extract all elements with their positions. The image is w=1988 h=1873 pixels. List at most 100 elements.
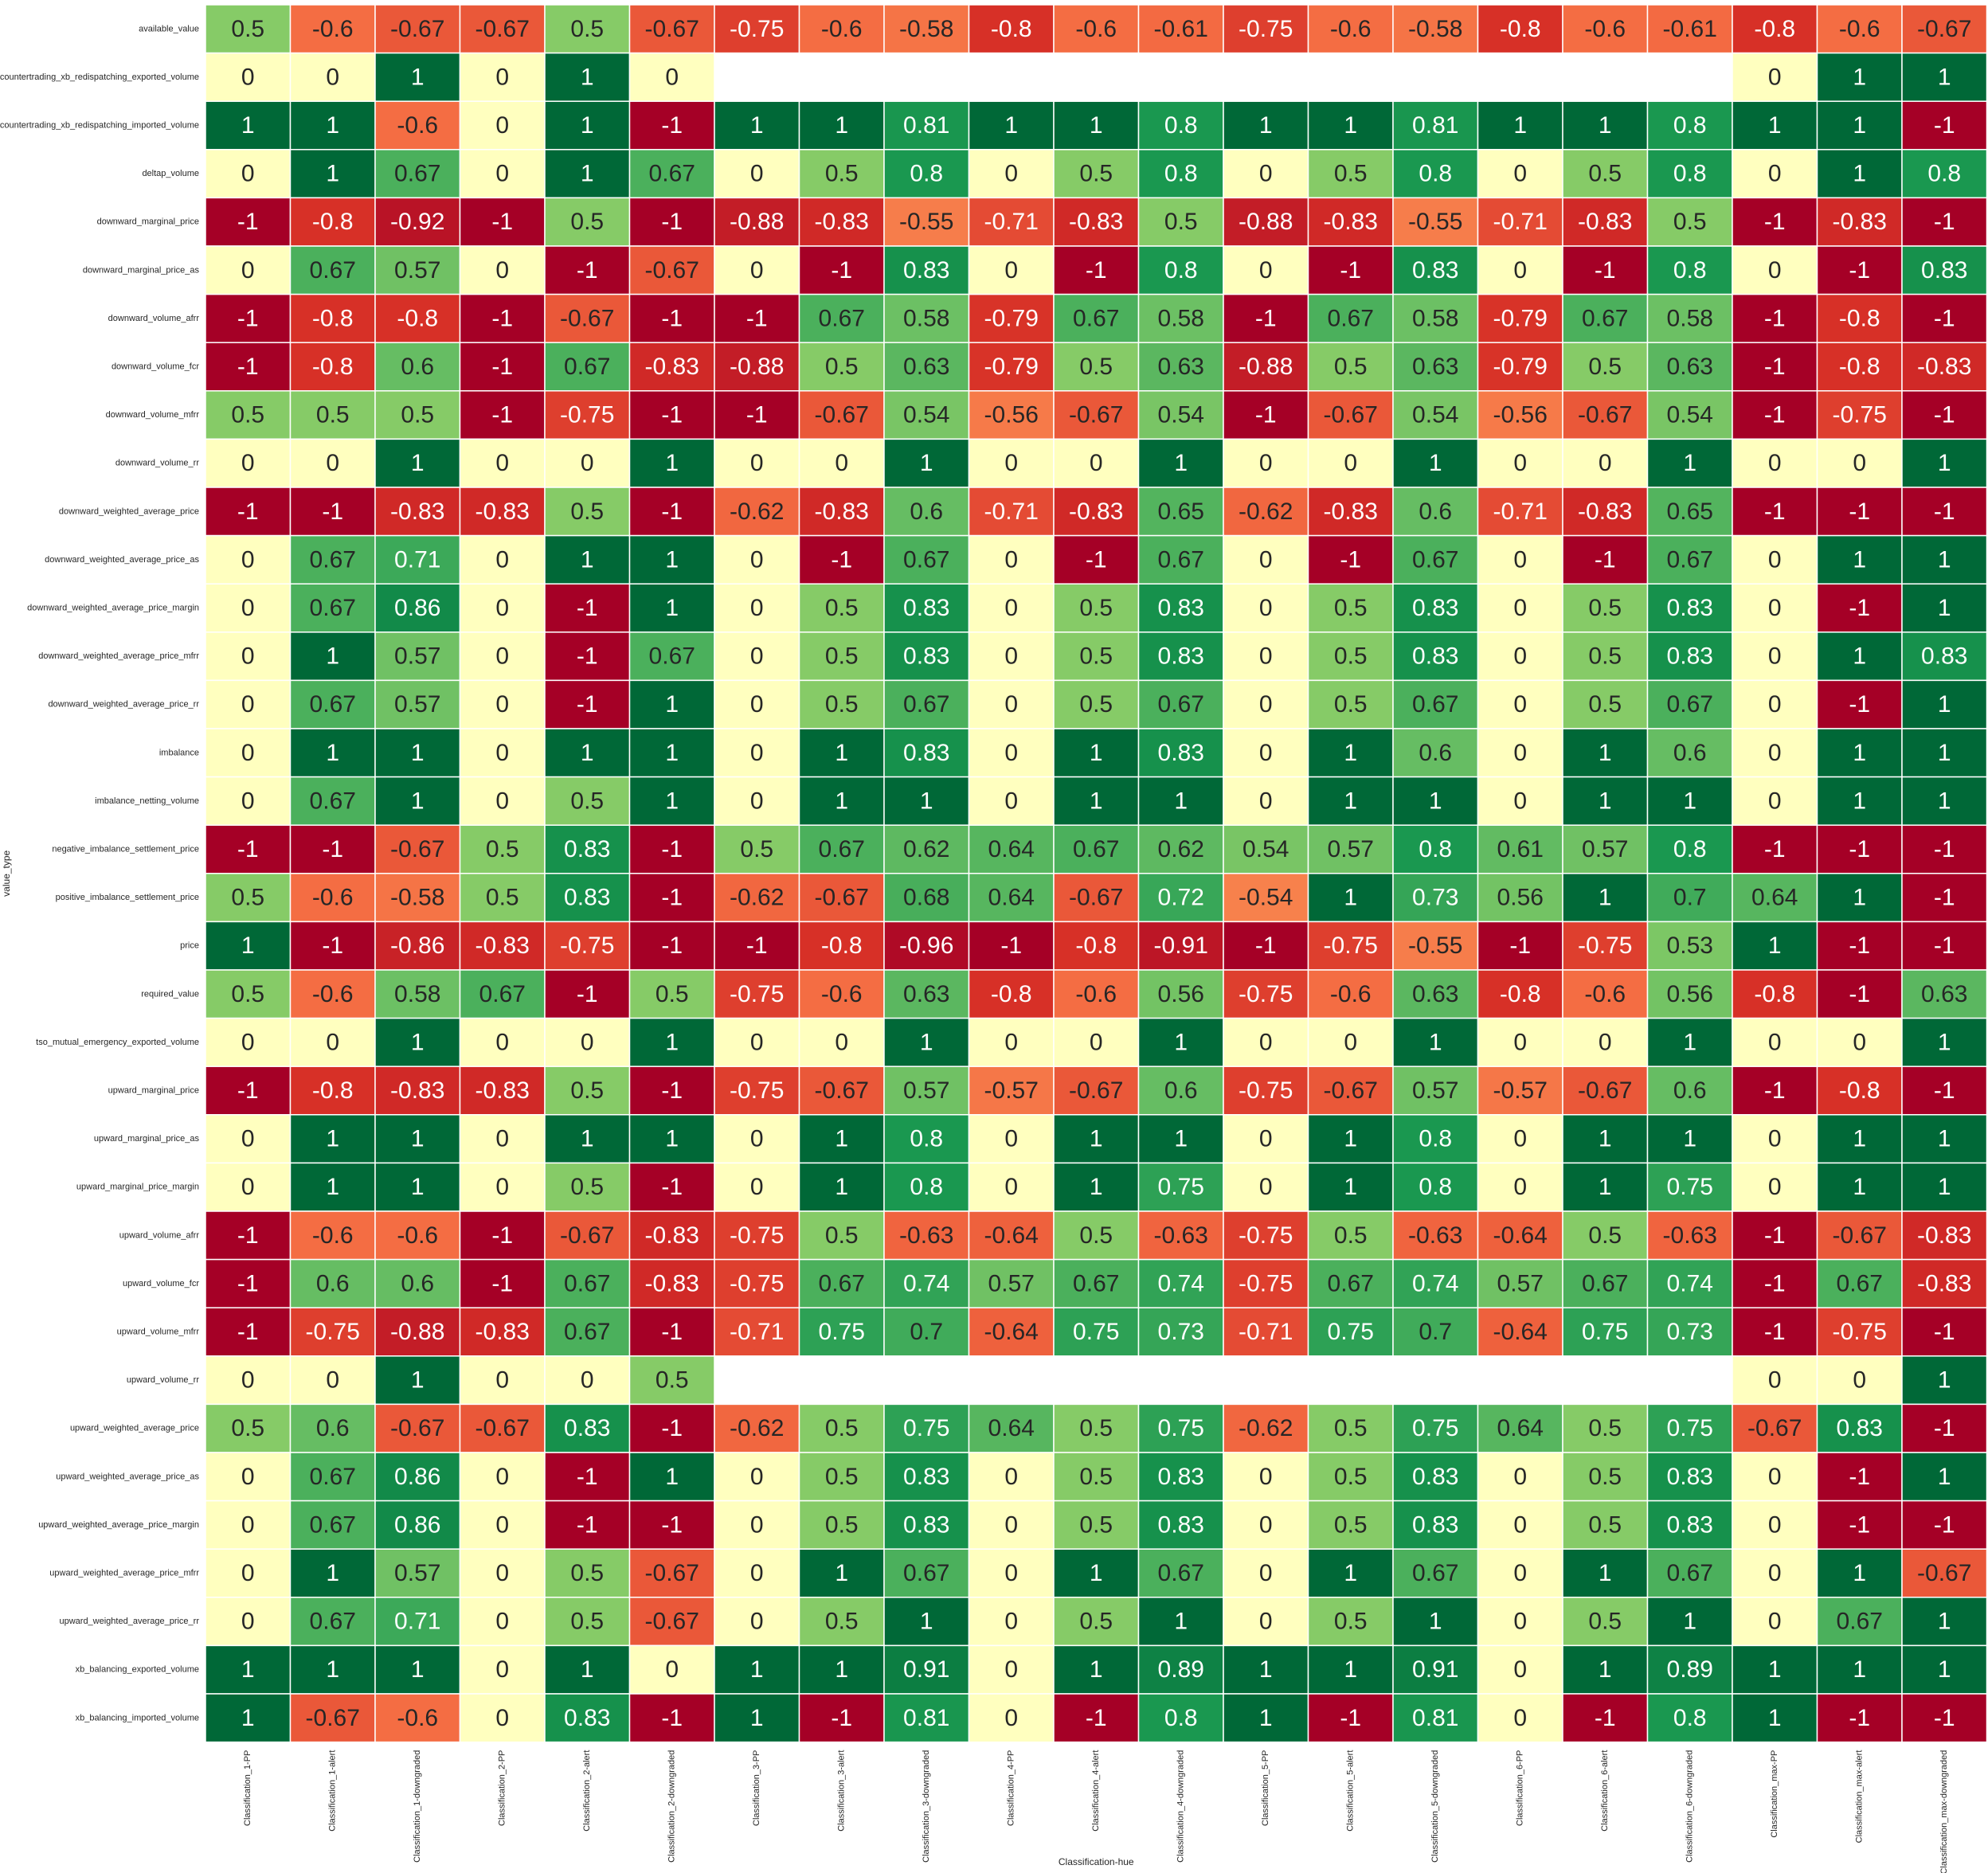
heatmap-cell xyxy=(798,293,885,343)
row-tick-label: upward_weighted_average_price_mfrr xyxy=(49,1569,199,1578)
heatmap-cell xyxy=(374,632,461,682)
heatmap-cell xyxy=(1901,4,1988,54)
heatmap-cell xyxy=(1646,679,1733,729)
heatmap-cell xyxy=(1816,487,1903,537)
cell-value-label: -0.8 xyxy=(1754,981,1795,1007)
heatmap-cell xyxy=(1392,1548,1479,1598)
heatmap-cell xyxy=(1307,342,1394,392)
cell-value-label: 0.5 xyxy=(1334,1464,1368,1490)
cell-value-label: 0 xyxy=(750,643,764,670)
cell-value-label: 0 xyxy=(495,1367,509,1394)
heatmap-cell xyxy=(714,342,800,392)
cell-value-label: -0.58 xyxy=(390,885,444,911)
heatmap-cell xyxy=(1137,1114,1224,1164)
heatmap-cell xyxy=(968,197,1055,247)
heatmap-cell xyxy=(628,824,715,874)
cell-value-label: 0 xyxy=(495,1656,509,1683)
heatmap-cell xyxy=(1223,1452,1309,1502)
cell-value-label: 1 xyxy=(835,112,848,139)
cell-value-label: 0.83 xyxy=(564,1705,610,1731)
cell-value-label: 0 xyxy=(495,595,509,621)
heatmap-cell xyxy=(1137,679,1224,729)
heatmap-cell xyxy=(714,679,800,729)
heatmap-cell xyxy=(1901,1066,1988,1116)
heatmap-cell xyxy=(1732,1500,1818,1550)
cell-value-label: 1 xyxy=(1683,1609,1696,1635)
cell-value-label: 0 xyxy=(1344,1029,1357,1055)
heatmap-cell xyxy=(968,921,1055,971)
row-tick-label: downward_weighted_average_price xyxy=(59,506,199,516)
column-tick-label: Classification_6-alert xyxy=(1600,1750,1610,1832)
cell-value-label: 0.67 xyxy=(564,1270,610,1296)
heatmap-cell xyxy=(628,921,715,971)
heatmap-cell xyxy=(1646,1162,1733,1212)
column-tick-label: Classification_2-alert xyxy=(582,1750,592,1832)
cell-value-label: 0.58 xyxy=(903,305,949,331)
column-tick-label: Classification_5-alert xyxy=(1346,1750,1356,1832)
cell-value-label: -0.57 xyxy=(984,1077,1039,1104)
heatmap-cell xyxy=(968,969,1055,1019)
cell-value-label: 0 xyxy=(665,64,679,90)
heatmap-cell xyxy=(1901,1017,1988,1067)
heatmap-cell xyxy=(968,438,1055,488)
heatmap-cell xyxy=(459,1162,546,1212)
cell-value-label: 1 xyxy=(1174,1029,1188,1055)
row-tick-label: downward_volume_mfrr xyxy=(106,410,200,420)
cell-value-label: 0.56 xyxy=(1497,885,1544,911)
cell-value-label: 0.5 xyxy=(1079,1222,1113,1249)
heatmap-cell xyxy=(1816,921,1903,971)
cell-value-label: -0.6 xyxy=(821,981,863,1007)
heatmap-cell xyxy=(1392,534,1479,585)
cell-value-label: 1 xyxy=(665,1464,679,1490)
cell-value-label: -1 xyxy=(1595,257,1616,283)
cell-value-label: -1 xyxy=(577,643,598,670)
heatmap-cell xyxy=(1053,583,1140,633)
cell-value-label: 1 xyxy=(1090,1174,1103,1200)
heatmap-cell xyxy=(628,293,715,343)
heatmap-cell xyxy=(1223,1548,1309,1598)
cell-value-label: -0.6 xyxy=(1075,16,1117,42)
cell-value-label: -0.67 xyxy=(1069,402,1123,428)
cell-value-label: 1 xyxy=(920,1029,933,1055)
cell-value-label: 1 xyxy=(1259,1705,1273,1731)
cell-value-label: 1 xyxy=(1174,1126,1188,1152)
heatmap-cell xyxy=(968,390,1055,440)
heatmap-cell xyxy=(1053,197,1140,247)
cell-value-label: -0.6 xyxy=(1584,16,1626,42)
cell-value-label: -1 xyxy=(831,257,852,283)
heatmap-cell xyxy=(1816,679,1903,729)
heatmap-cell xyxy=(544,728,631,778)
heatmap-cell xyxy=(289,438,376,488)
cell-value-label: 1 xyxy=(1938,691,1951,718)
cell-value-label: -1 xyxy=(237,1270,259,1296)
cell-value-label: 0 xyxy=(495,1705,509,1731)
cell-value-label: 1 xyxy=(581,112,594,139)
heatmap-cell xyxy=(1223,342,1309,392)
heatmap-cell xyxy=(1732,1693,1818,1743)
heatmap-cell xyxy=(289,1452,376,1502)
cell-value-label: -1 xyxy=(237,836,259,862)
cell-value-label: 1 xyxy=(835,1656,848,1683)
heatmap-cell xyxy=(289,197,376,247)
heatmap-cell xyxy=(714,1210,800,1261)
cell-value-label: 0 xyxy=(1513,1656,1527,1683)
heatmap-cell xyxy=(1053,438,1140,488)
cell-value-label: -0.67 xyxy=(1833,1222,1887,1249)
cell-value-label: 0.67 xyxy=(394,161,440,187)
heatmap-cell xyxy=(1816,1693,1903,1743)
heatmap-cell xyxy=(883,1017,970,1067)
heatmap-cell xyxy=(459,1355,546,1406)
cell-value-label: 0.7 xyxy=(910,1319,943,1345)
heatmap-cell xyxy=(1646,583,1733,633)
heatmap-cell xyxy=(1477,1644,1563,1695)
cell-value-label: -0.75 xyxy=(1324,933,1378,959)
cell-value-label: 0.5 xyxy=(1588,1511,1622,1538)
row-tick-label: upward_marginal_price_as xyxy=(94,1134,200,1144)
heatmap-cell xyxy=(544,1114,631,1164)
cell-value-label: -0.83 xyxy=(390,1077,444,1104)
heatmap-cell xyxy=(1223,100,1309,151)
heatmap-cell xyxy=(1816,1644,1903,1695)
heatmap-cell xyxy=(459,1066,546,1116)
heatmap-cell xyxy=(1307,245,1394,295)
